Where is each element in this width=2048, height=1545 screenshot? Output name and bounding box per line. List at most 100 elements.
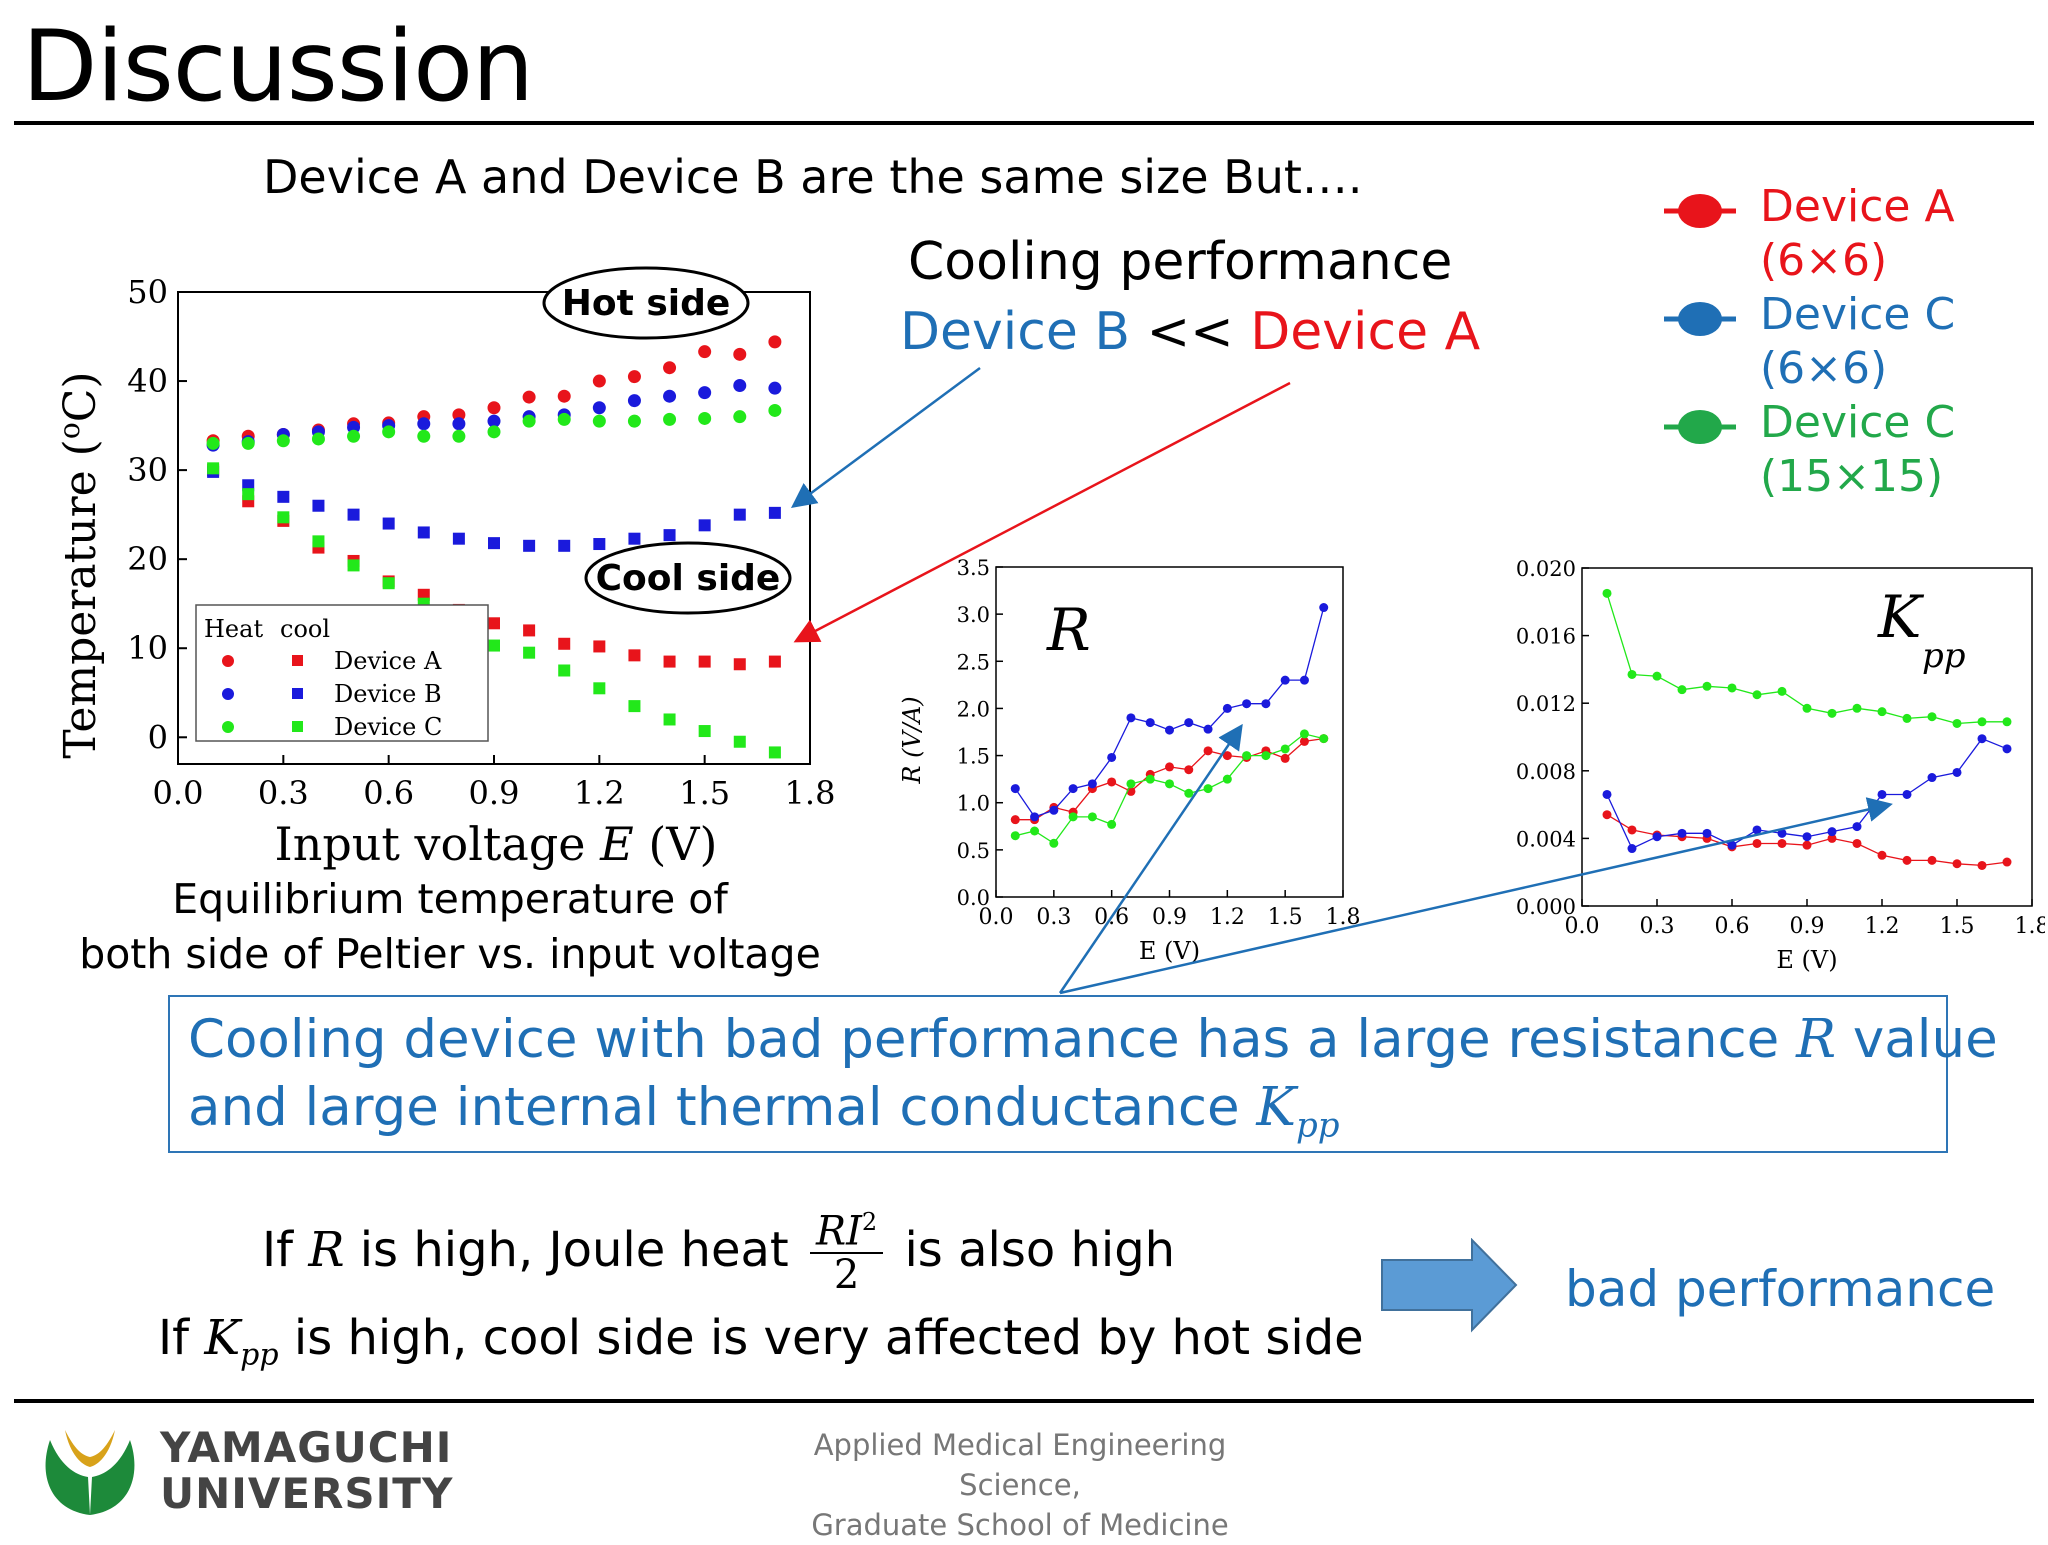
formula-text: is high, cool side is very affected by h… [278, 1310, 1364, 1366]
data-point [487, 425, 501, 439]
performance-comparison: Device B << Device A [900, 302, 1480, 362]
data-point [1927, 855, 1937, 865]
data-point [2002, 744, 2012, 754]
data-point [1977, 860, 1987, 870]
data-point [417, 429, 431, 443]
data-point [768, 335, 782, 349]
data-point [487, 414, 501, 428]
data-point [593, 538, 606, 551]
data-point [663, 713, 676, 726]
result-arrow-icon [1381, 1238, 1518, 1333]
data-point [1184, 718, 1194, 728]
data-point [733, 347, 747, 361]
legend-entry-label: Device B [334, 680, 442, 708]
device-a-arrow [793, 381, 1291, 643]
legend-cool-marker [292, 688, 303, 699]
data-point [1280, 675, 1290, 685]
x-tick-label: 1.5 [1940, 914, 1975, 939]
data-point [312, 535, 325, 548]
x-tick-label: 1.5 [1268, 905, 1303, 930]
data-point [452, 429, 466, 443]
resistance-y-axis-label: R (V/A) [900, 696, 926, 784]
legend-header-cool: cool [280, 615, 330, 643]
formula-var-k: K [204, 1310, 241, 1366]
data-point [1049, 805, 1059, 815]
data-point [1107, 752, 1117, 762]
y-tick-label: 0.004 [1516, 827, 1576, 851]
data-point [1280, 753, 1290, 763]
department-line1: Applied Medical Engineering Science, [813, 1428, 1227, 1502]
y-tick-label: 3.5 [957, 556, 990, 580]
data-point [1280, 744, 1290, 754]
legend-heat-marker [222, 688, 234, 700]
data-point [557, 389, 571, 403]
data-point [1068, 812, 1078, 822]
y-tick-label: 20 [127, 540, 168, 578]
data-point [628, 700, 641, 713]
data-point [1852, 838, 1862, 848]
conclusion-sub-pp: pp [1296, 1105, 1340, 1146]
data-point [488, 617, 500, 630]
data-point [663, 361, 677, 375]
data-point [1802, 840, 1812, 850]
series-device-b [1602, 734, 2012, 854]
kpp-chart-arrow [1059, 797, 1893, 995]
data-point [1752, 838, 1762, 848]
data-point [1877, 789, 1887, 799]
data-point [1752, 690, 1762, 700]
data-point [1030, 812, 1040, 822]
x-tick-label: 1.2 [574, 774, 625, 812]
numerator-text: RI [816, 1208, 862, 1255]
data-point [1652, 671, 1662, 681]
legend-entry-device-a: Device A (6×6) [1760, 180, 1955, 288]
cool-side-label-ellipse [584, 541, 792, 615]
data-point [733, 508, 746, 521]
data-point [347, 508, 360, 521]
cool-side-label: Cool side [596, 558, 781, 599]
data-point [523, 539, 536, 552]
x-tick-label: 0.0 [1565, 914, 1600, 939]
data-point [592, 414, 606, 428]
data-point [1184, 788, 1194, 798]
x-tick-label: 0.3 [1640, 914, 1675, 939]
y-tick-label: 0.5 [957, 839, 990, 863]
series-cool-device-b [207, 465, 781, 552]
data-point [522, 390, 536, 404]
series-device-a [1602, 810, 2012, 870]
data-point [1203, 746, 1213, 756]
footer-divider [14, 1399, 2034, 1403]
data-point [1049, 838, 1059, 848]
series-device-c [1010, 729, 1329, 848]
x-label-suffix: (V) [634, 817, 718, 871]
performance-left-device: Device B [900, 302, 1131, 362]
data-point [1145, 718, 1155, 728]
y-tick-label: 40 [127, 362, 168, 400]
data-point [452, 408, 466, 422]
university-line2: UNIVERSITY [160, 1469, 454, 1518]
data-point [1299, 729, 1309, 739]
title-divider [14, 121, 2034, 125]
data-point [487, 401, 501, 415]
y-tick-label: 2.0 [957, 697, 990, 721]
data-point [1602, 588, 1612, 598]
data-point [1702, 681, 1712, 691]
x-tick-label: 0.9 [1790, 914, 1825, 939]
data-point [1242, 751, 1252, 761]
data-point [1010, 815, 1020, 825]
data-point [523, 646, 536, 659]
result-text: bad performance [1565, 1260, 1996, 1318]
data-point [628, 532, 641, 545]
department-line2: Graduate School of Medicine [811, 1508, 1229, 1542]
x-tick-label: 1.8 [785, 774, 836, 812]
legend-frame [195, 604, 489, 742]
performance-right-device: Device A [1250, 302, 1481, 362]
legend-cool-marker [292, 721, 303, 732]
y-tick-label: 0.008 [1516, 760, 1576, 784]
data-point [1030, 826, 1040, 836]
temperature-chart: Temperature (oC) Input voltage E (V) 0.0… [53, 266, 836, 871]
university-logo-icon [45, 1430, 135, 1515]
data-point [1602, 810, 1612, 820]
y-tick-label: 3.0 [957, 603, 990, 627]
y-tick-label: 0.016 [1516, 625, 1576, 649]
formula-kpp: If Kpp is high, cool side is very affect… [158, 1310, 1364, 1373]
